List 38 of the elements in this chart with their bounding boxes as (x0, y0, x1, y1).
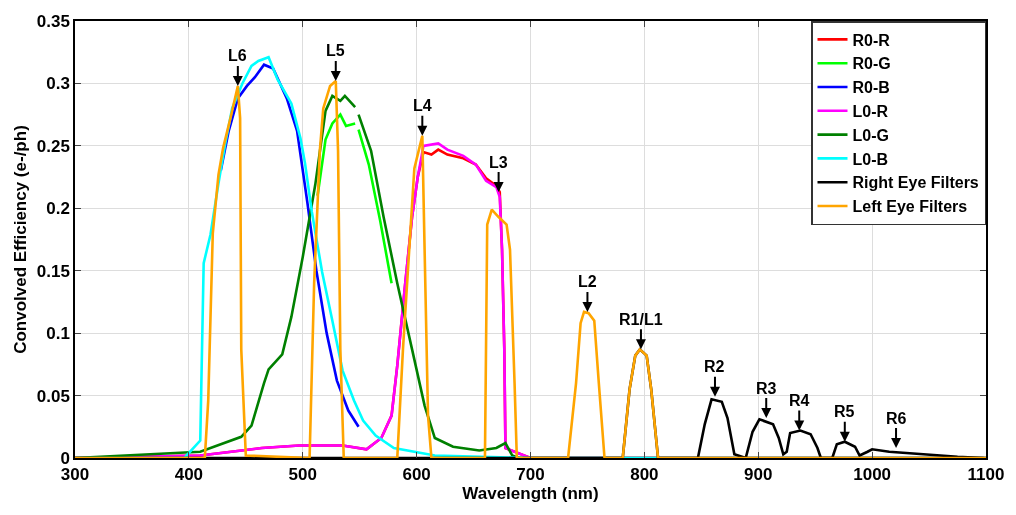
legend-label: R0-R (852, 31, 891, 49)
x-tick-label: 300 (60, 465, 90, 485)
annotation: R4 (789, 392, 810, 409)
legend-label: Left Eye Filters (852, 198, 968, 216)
x-tick-label: 1000 (853, 465, 892, 485)
annotation: R1/L1 (619, 311, 663, 328)
annotation: L3 (489, 154, 508, 171)
y-tick-label: 0.35 (36, 11, 70, 31)
annotation: R5 (834, 403, 855, 420)
legend-label: L0-B (852, 150, 889, 168)
annotation: L6 (228, 47, 247, 64)
x-tick-label: 800 (630, 465, 659, 485)
annotation: L4 (413, 97, 432, 114)
x-tick-label: 500 (288, 465, 317, 485)
legend-label: L0-R (852, 103, 889, 121)
y-tick-label: 0.25 (36, 136, 70, 156)
annotation: R2 (704, 358, 725, 375)
y-tick-label: 0.3 (46, 74, 70, 94)
y-tick-label: 0.15 (36, 261, 70, 281)
legend-label: L0-G (852, 126, 889, 144)
y-tick-label: 0.05 (36, 386, 70, 406)
y-axis-title: Convolved Efficiency (e-/ph) (10, 125, 30, 354)
annotation: L2 (578, 273, 597, 290)
annotation: L5 (326, 42, 345, 59)
x-tick-label: 400 (174, 465, 204, 485)
annotation: R6 (886, 410, 907, 427)
y-tick-label: 0 (60, 448, 70, 468)
x-tick-label: 700 (516, 465, 545, 485)
x-tick-label: 1100 (967, 465, 1005, 485)
x-tick-label: 900 (744, 465, 773, 485)
legend-label: R0-B (852, 79, 890, 97)
y-tick-label: 0.2 (46, 199, 70, 219)
legend-label: R0-G (852, 55, 891, 73)
x-tick-label: 600 (402, 465, 431, 485)
annotation: R3 (756, 380, 777, 397)
x-axis-title: Wavelength (nm) (462, 484, 599, 504)
y-tick-label: 0.1 (46, 324, 70, 344)
legend-label: Right Eye Filters (852, 174, 979, 192)
